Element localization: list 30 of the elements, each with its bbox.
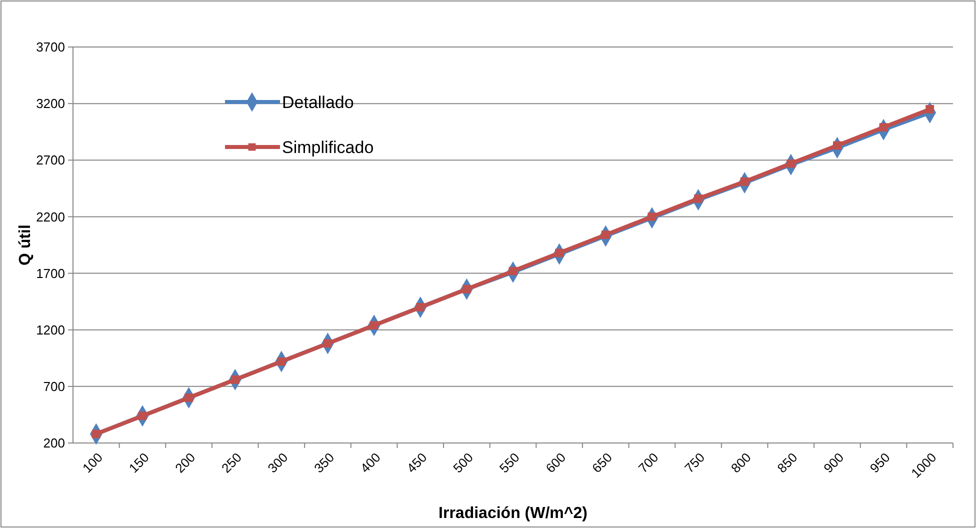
x-tick-label: 200 — [172, 450, 198, 476]
x-tick-label: 150 — [126, 450, 152, 476]
y-axis-title: Q útil — [17, 224, 34, 266]
x-tick-label: 500 — [450, 450, 476, 476]
y-tick-label: 200 — [43, 436, 65, 451]
y-tick-label: 1700 — [36, 266, 65, 281]
legend-label: Detallado — [282, 92, 354, 112]
x-tick-label: 300 — [264, 450, 291, 476]
x-tick-label: 650 — [589, 450, 615, 476]
y-tick-label: 3200 — [36, 96, 65, 112]
x-tick-label: 100 — [80, 450, 106, 476]
x-tick-label: 800 — [728, 450, 754, 476]
legend-label: Simplificado — [282, 138, 374, 157]
y-tick-label: 700 — [43, 378, 65, 394]
x-tick-label: 550 — [496, 450, 522, 476]
y-tick-label: 1200 — [36, 322, 65, 338]
x-axis-title: Irradiación (W/m^2) — [438, 505, 588, 522]
y-tick-label: 3700 — [36, 40, 65, 55]
x-tick-label: 450 — [404, 450, 430, 476]
x-tick-label: 250 — [218, 450, 244, 476]
x-tick-label: 850 — [774, 450, 800, 476]
y-tick-label: 2700 — [36, 152, 65, 168]
x-tick-label: 750 — [682, 450, 708, 476]
x-tick-label: 600 — [542, 450, 569, 476]
x-tick-label: 350 — [311, 450, 338, 476]
x-tick-label: 400 — [357, 450, 384, 476]
x-tick-label: 900 — [820, 450, 847, 476]
x-tick-label: 950 — [866, 450, 893, 476]
x-tick-label: 700 — [635, 450, 662, 476]
y-tick-label: 2200 — [36, 209, 65, 224]
